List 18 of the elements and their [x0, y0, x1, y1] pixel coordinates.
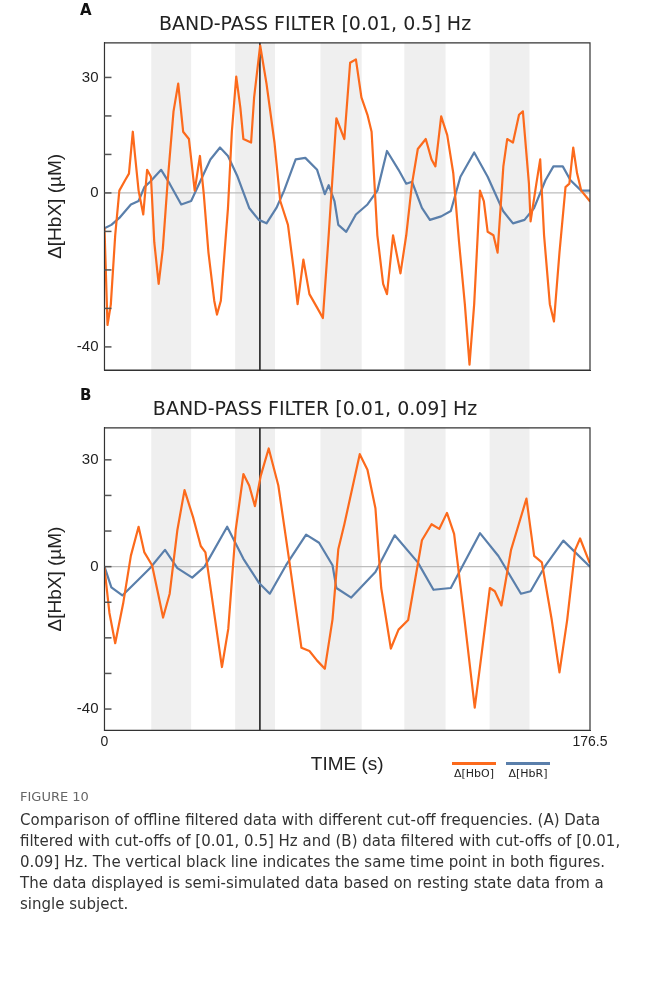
y-axis-title: Δ[HbX] (µM)	[43, 153, 65, 259]
x-axis-title: TIME (s)	[310, 752, 384, 774]
legend-label: Δ[HbR]	[508, 767, 548, 780]
chart-title: BAND-PASS FILTER [0.01, 0.09] Hz	[152, 397, 478, 420]
text: Comparison of offline filtered data with different cut-off frequencies. (A) Data filtered with cut-offs of [0.01, 0.5] Hz and (B) data filtered with cut-offs of [0.01, 0.09] Hz. The vertical black line indicates the same time point in both figures. The data displayed is semi-simulated data based on resting state data from a single subject.	[20, 810, 622, 916]
y-tick-label: -40	[76, 337, 99, 355]
y-tick-label: 30	[81, 67, 99, 85]
y-tick-label: 30	[81, 449, 99, 467]
y-tick-label: 0	[90, 556, 99, 574]
text: A	[80, 1, 92, 20]
x-tick-label: 176.5	[572, 732, 608, 749]
text: B	[80, 386, 92, 405]
caption: FIGURE 10	[20, 788, 90, 806]
legend-label: Δ[HbO]	[453, 767, 495, 780]
y-tick-label: -40	[76, 699, 99, 717]
chart-title: BAND-PASS FILTER [0.01, 0.5] Hz	[158, 12, 472, 35]
y-axis-title: Δ[HbX] (µM)	[43, 526, 65, 632]
y-tick-label: 0	[90, 183, 99, 201]
